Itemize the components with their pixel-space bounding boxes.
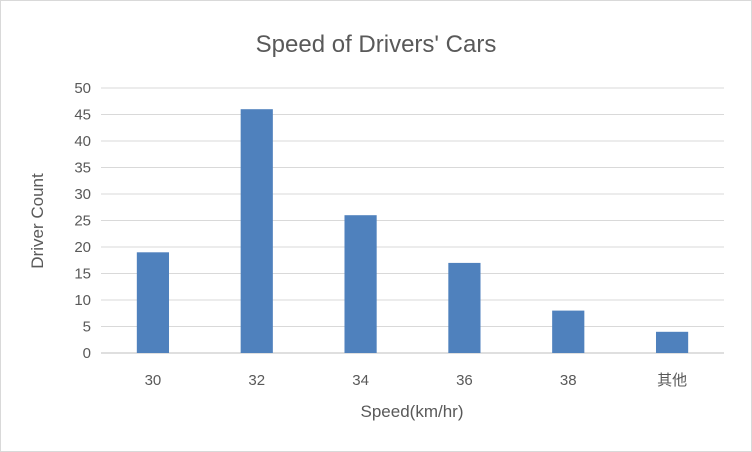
y-tick-label: 35 bbox=[74, 160, 91, 177]
x-tick-label: 32 bbox=[248, 372, 265, 389]
bar-32 bbox=[240, 109, 273, 353]
x-tick-label: 其他 bbox=[657, 372, 687, 389]
bar-36 bbox=[448, 262, 481, 353]
y-axis-title: Driver Count bbox=[28, 173, 47, 269]
x-tick-label: 38 bbox=[560, 372, 577, 389]
y-tick-label: 50 bbox=[74, 80, 91, 97]
x-axis-title: Speed(km/hr) bbox=[361, 402, 464, 421]
x-axis-ticks: 30 32 34 36 38 其他 bbox=[145, 372, 688, 389]
y-tick-label: 5 bbox=[83, 319, 91, 336]
bars bbox=[136, 109, 689, 353]
bar-其他 bbox=[655, 331, 689, 353]
y-tick-label: 25 bbox=[74, 213, 91, 230]
y-tick-label: 15 bbox=[74, 266, 91, 283]
x-tick-label: 34 bbox=[352, 372, 369, 389]
x-tick-label: 30 bbox=[145, 372, 162, 389]
y-tick-label: 0 bbox=[83, 345, 91, 362]
chart-title: Speed of Drivers' Cars bbox=[256, 31, 497, 58]
y-tick-label: 40 bbox=[74, 133, 91, 150]
bar-30 bbox=[136, 252, 170, 353]
x-tick-label: 36 bbox=[456, 372, 473, 389]
y-tick-label: 10 bbox=[74, 292, 91, 309]
y-axis-ticks: 0 5 10 15 20 25 30 35 40 45 50 bbox=[74, 80, 91, 362]
bar-34 bbox=[344, 215, 377, 353]
y-tick-label: 20 bbox=[74, 239, 91, 256]
y-tick-label: 45 bbox=[74, 107, 91, 124]
y-tick-label: 30 bbox=[74, 186, 91, 203]
bar-38 bbox=[552, 310, 585, 353]
gridlines bbox=[101, 87, 724, 354]
